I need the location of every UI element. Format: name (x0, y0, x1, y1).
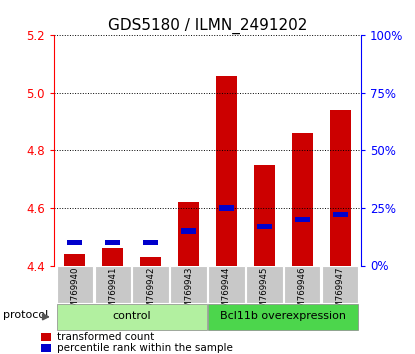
Text: Bcl11b overexpression: Bcl11b overexpression (220, 311, 347, 321)
Text: GSM769940: GSM769940 (70, 267, 79, 319)
Bar (246, 266, 283, 303)
Bar (208, 266, 245, 303)
Bar (41, 344, 51, 352)
Bar (64, 254, 85, 266)
Bar (143, 240, 158, 245)
Bar (295, 217, 310, 222)
Bar (140, 257, 161, 266)
Text: protocol: protocol (3, 310, 48, 320)
Bar (105, 240, 120, 245)
Bar (67, 240, 83, 245)
Title: GDS5180 / ILMN_2491202: GDS5180 / ILMN_2491202 (108, 18, 307, 34)
Text: percentile rank within the sample: percentile rank within the sample (57, 343, 233, 353)
Text: control: control (112, 311, 151, 321)
Bar (330, 110, 351, 266)
Text: GSM769947: GSM769947 (336, 267, 345, 319)
Bar (170, 266, 207, 303)
Bar (132, 266, 169, 303)
Text: GSM769942: GSM769942 (146, 267, 155, 319)
Bar (284, 266, 320, 303)
Text: GSM769944: GSM769944 (222, 267, 231, 319)
Text: GSM769945: GSM769945 (260, 267, 269, 319)
Bar (95, 266, 131, 303)
Text: transformed count: transformed count (57, 332, 154, 342)
Bar (181, 228, 196, 234)
Bar (41, 333, 51, 341)
Bar (257, 224, 272, 229)
Bar (219, 205, 234, 211)
Bar (332, 212, 348, 217)
Bar (102, 248, 123, 266)
Bar (178, 202, 199, 266)
Text: GSM769941: GSM769941 (108, 267, 117, 319)
Bar (322, 266, 359, 303)
Text: GSM769946: GSM769946 (298, 267, 307, 319)
Bar (216, 76, 237, 266)
Bar (254, 165, 275, 266)
Bar (56, 266, 93, 303)
Bar (292, 133, 313, 266)
Bar (56, 304, 207, 330)
Text: GSM769943: GSM769943 (184, 267, 193, 319)
Bar (208, 304, 359, 330)
